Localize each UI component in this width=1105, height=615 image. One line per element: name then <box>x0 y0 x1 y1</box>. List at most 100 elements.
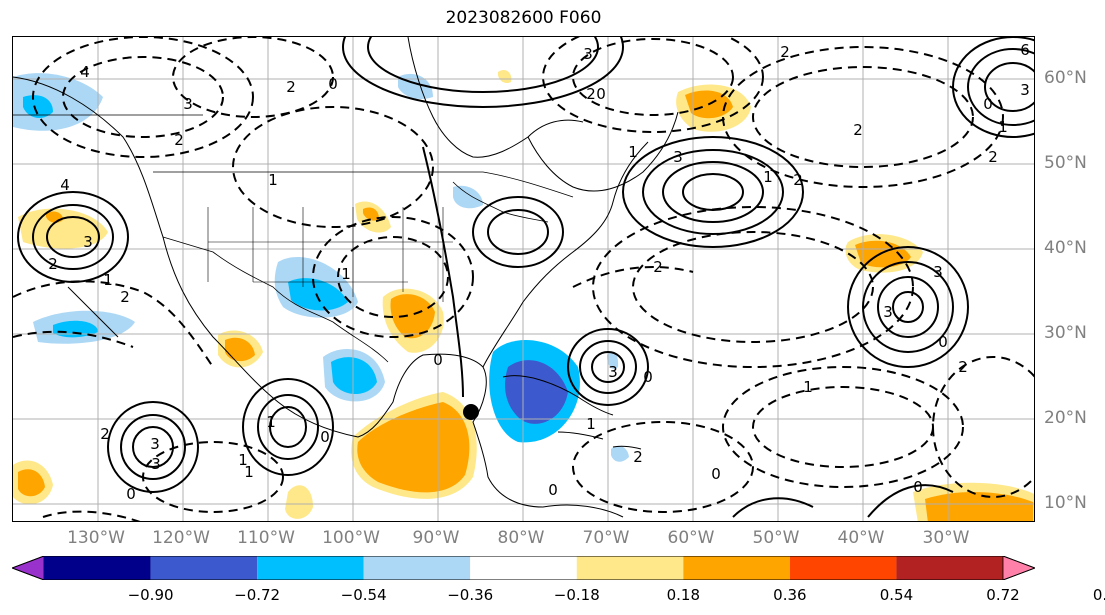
contour-label: 1 <box>268 171 278 189</box>
shade-orange-gulfcoast <box>390 294 435 339</box>
contour-label: 2 <box>100 425 110 443</box>
contour-label: 2 <box>780 43 790 61</box>
contour-label: 2 <box>48 255 58 273</box>
colorbar-segment <box>44 556 151 580</box>
contour-label: 0 <box>596 85 606 103</box>
contour-label: 3 <box>150 435 160 453</box>
colorbar-segment <box>576 556 684 580</box>
colorbar-tick-label: 0.36 <box>773 586 807 604</box>
lon-label: 120°W <box>152 528 210 548</box>
shade-blue-atl <box>607 351 619 369</box>
colorbar-segment <box>257 556 364 580</box>
colorbar-tick-label: −0.90 <box>127 586 174 604</box>
contour-label: 0 <box>433 351 443 369</box>
contour-label: 0 <box>983 95 993 113</box>
contour-label: 1 <box>763 168 773 186</box>
contour-label: 1 <box>266 413 276 431</box>
contour-label: 3 <box>883 303 893 321</box>
contour-label: 0 <box>643 368 653 386</box>
contour-label: 0 <box>320 428 330 446</box>
shade-orange-pac <box>18 469 45 497</box>
contour-label: 0 <box>548 481 558 499</box>
contour-label: 1 <box>103 271 113 289</box>
colorbar-segment <box>683 556 790 580</box>
contour-label: 2 <box>286 78 296 96</box>
contour-label: 1 <box>998 118 1008 136</box>
lon-label: 90°W <box>412 528 460 548</box>
contour-label: 3 <box>183 95 193 113</box>
lat-label: 30°N <box>1044 323 1087 343</box>
contour-label: 1 <box>238 451 248 469</box>
shade-blue-nw-core <box>23 95 53 119</box>
contour-label: 3 <box>933 263 943 281</box>
contour-label: 2 <box>793 171 803 189</box>
lon-label: 50°W <box>752 528 800 548</box>
lat-label: 40°N <box>1044 238 1087 258</box>
contour-label: 2 <box>988 148 998 166</box>
lat-label: 60°N <box>1044 68 1087 88</box>
contour-label: 4 <box>80 63 90 81</box>
shading-layer <box>13 70 1034 521</box>
contour-label: 2 <box>853 121 863 139</box>
colorbar-segment <box>789 556 897 580</box>
contour-label: 3 <box>673 148 683 166</box>
storm-center-marker <box>463 404 479 420</box>
lon-label: 30°W <box>922 528 970 548</box>
contour-label: 0 <box>938 333 948 351</box>
lon-label: 130°W <box>67 528 125 548</box>
colorbar-tick-label: −0.72 <box>234 586 281 604</box>
shade-blue-baja-core <box>53 320 98 338</box>
colorbar-segment <box>363 556 471 580</box>
coastlines <box>13 37 679 518</box>
colorbar-extend-low <box>12 556 45 580</box>
shade-blue-gulf-core <box>331 357 377 395</box>
colorbar-segment <box>470 556 577 580</box>
graticule <box>13 37 1034 521</box>
contour-label: 2 <box>120 288 130 306</box>
contour-label: 3 <box>83 233 93 251</box>
contour-label: 0 <box>126 485 136 503</box>
shade-orange-eatl <box>925 492 1033 521</box>
colorbar-tick-label: −0.54 <box>340 586 387 604</box>
contour-label: 1 <box>586 415 596 433</box>
contour-label: 2 <box>653 258 663 276</box>
lat-label: 10°N <box>1044 493 1087 513</box>
shade-orange-cam <box>357 402 470 493</box>
shade-blue-pr <box>611 445 629 462</box>
contour-label: 0 <box>328 75 338 93</box>
contour-label: 3 <box>151 455 161 473</box>
shade-orange-plains <box>363 207 379 221</box>
lon-label: 80°W <box>497 528 545 548</box>
contour-label: 2 <box>958 358 968 376</box>
contour-label: 1 <box>341 265 351 283</box>
lon-label: 100°W <box>322 528 380 548</box>
shade-orange-mexico-w <box>225 337 255 362</box>
shade-yellow-hudsonbay <box>498 70 512 84</box>
map-panel: 4 3 2 2 4 3 2 3 2 1 0 1 3 2 2 3 3 2 1 0 … <box>12 36 1035 522</box>
colorbar-tick-label: 0.72 <box>986 586 1020 604</box>
contour-label: 1 <box>803 378 813 396</box>
contour-label: 4 <box>60 176 70 194</box>
contour-label: 1 <box>628 143 638 161</box>
colorbar-tick-label: 0.18 <box>666 586 701 604</box>
lat-label: 20°N <box>1044 408 1087 428</box>
contour-label: 3 <box>1020 81 1030 99</box>
shade-yellow-nw <box>18 208 108 249</box>
contour-label: 0 <box>913 478 923 496</box>
contour-label: 2 <box>586 85 596 103</box>
lon-label: 110°W <box>237 528 295 548</box>
shade-yellow-epac <box>285 485 313 519</box>
contour-label: 1 <box>244 463 254 481</box>
lon-label: 70°W <box>582 528 630 548</box>
colorbar-extend-high <box>1002 556 1035 580</box>
colorbar-tick-label: −0.36 <box>447 586 494 604</box>
contour-labels: 4 3 2 2 4 3 2 3 2 1 0 1 3 2 2 3 3 2 1 0 … <box>48 41 1030 503</box>
lon-label: 60°W <box>667 528 715 548</box>
contour-label: 2 <box>174 131 184 149</box>
shade-blue-lakes <box>453 185 483 209</box>
colorbar-segment <box>150 556 258 580</box>
contour-label: 0 <box>711 465 721 483</box>
contour-lines-dashed <box>13 37 1034 521</box>
colorbar-tick-label: 0.54 <box>879 586 914 604</box>
page-title: 2023082600 F060 <box>445 8 602 28</box>
